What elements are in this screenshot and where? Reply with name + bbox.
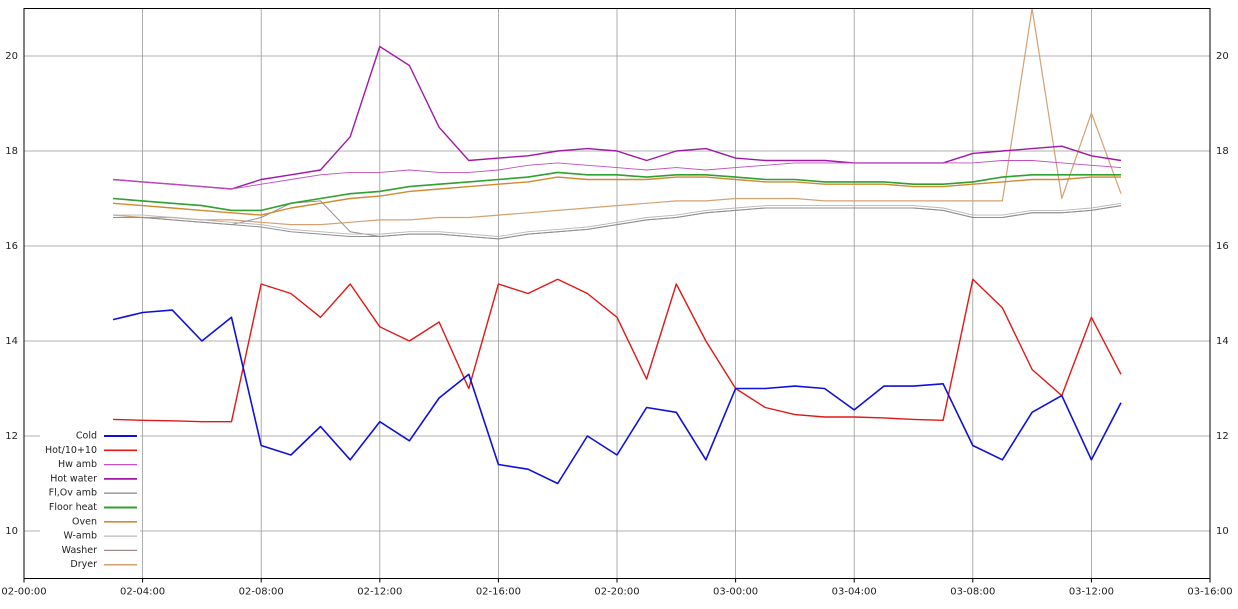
- y-tick-label-right: 14: [1216, 336, 1229, 347]
- series-line: [113, 202, 1122, 237]
- legend-bg: [40, 543, 140, 558]
- x-tick-label: 02-08:00: [239, 587, 284, 598]
- y-tick-label: 20: [5, 51, 18, 62]
- legend-label: Washer: [62, 545, 97, 556]
- series-line: [112, 171, 1121, 212]
- legend-label: Dryer: [70, 559, 97, 570]
- series-line: [113, 205, 1122, 240]
- y-tick-label: 10: [5, 526, 18, 537]
- lines: [112, 7, 1122, 485]
- x-tick-label: 03-08:00: [950, 587, 995, 598]
- y-tick-label: 14: [5, 336, 18, 347]
- x-tick-label: 03-16:00: [1187, 587, 1232, 598]
- y-tick-label-right: 10: [1216, 526, 1229, 537]
- legend-bg: [40, 443, 140, 458]
- legend-bg: [40, 429, 140, 444]
- series-line: [112, 45, 1122, 190]
- series-line: [112, 309, 1122, 485]
- x-tick-label: 03-00:00: [713, 587, 758, 598]
- legend-bg: [40, 557, 140, 572]
- y-tick-label-right: 16: [1216, 241, 1229, 252]
- x-tick-label: 03-04:00: [832, 587, 877, 598]
- legend-bg: [40, 500, 140, 515]
- x-tick-label: 03-12:00: [1069, 587, 1114, 598]
- series-line: [112, 160, 1122, 190]
- legend: Cold Hot/10+10 Hw amb Hot water Fl,Ov amb Flo…: [40, 429, 140, 572]
- axes: 10 10 12 12 14 14 16 16 18 18 20 20 02-00:00 02-04:00…: [1, 51, 1232, 598]
- legend-label: Hot water: [50, 473, 97, 484]
- legend-bg: [40, 457, 140, 472]
- y-tick-label-right: 12: [1216, 431, 1229, 442]
- x-tick-label: 02-12:00: [357, 587, 402, 598]
- legend-bg: [40, 471, 140, 487]
- grid: [23, 8, 1211, 579]
- y-tick-label-right: 18: [1216, 146, 1229, 157]
- legend-label: Oven: [72, 516, 97, 527]
- x-tick-label: 02-20:00: [594, 587, 639, 598]
- legend-label: Floor heat: [49, 502, 97, 513]
- x-tick-label: 02-16:00: [476, 587, 521, 598]
- y-tick-label-right: 20: [1216, 51, 1229, 62]
- legend-bg: [40, 486, 140, 501]
- legend-label: Hot/10+10: [45, 445, 97, 456]
- legend-label: Cold: [76, 431, 97, 442]
- series-line: [112, 7, 1122, 226]
- legend-bg: [40, 514, 140, 530]
- legend-label: W-amb: [63, 531, 97, 542]
- y-tick-label: 18: [5, 146, 18, 157]
- legend-label: Fl,Ov amb: [49, 488, 97, 499]
- x-tick-label: 02-04:00: [120, 587, 165, 598]
- x-tick-label: 02-00:00: [1, 587, 46, 598]
- series-line: [112, 278, 1122, 423]
- series-line: [112, 176, 1121, 216]
- y-tick-label: 12: [5, 431, 18, 442]
- legend-bg: [40, 529, 140, 544]
- y-tick-label: 16: [5, 241, 18, 252]
- legend-label: Hw amb: [58, 459, 97, 470]
